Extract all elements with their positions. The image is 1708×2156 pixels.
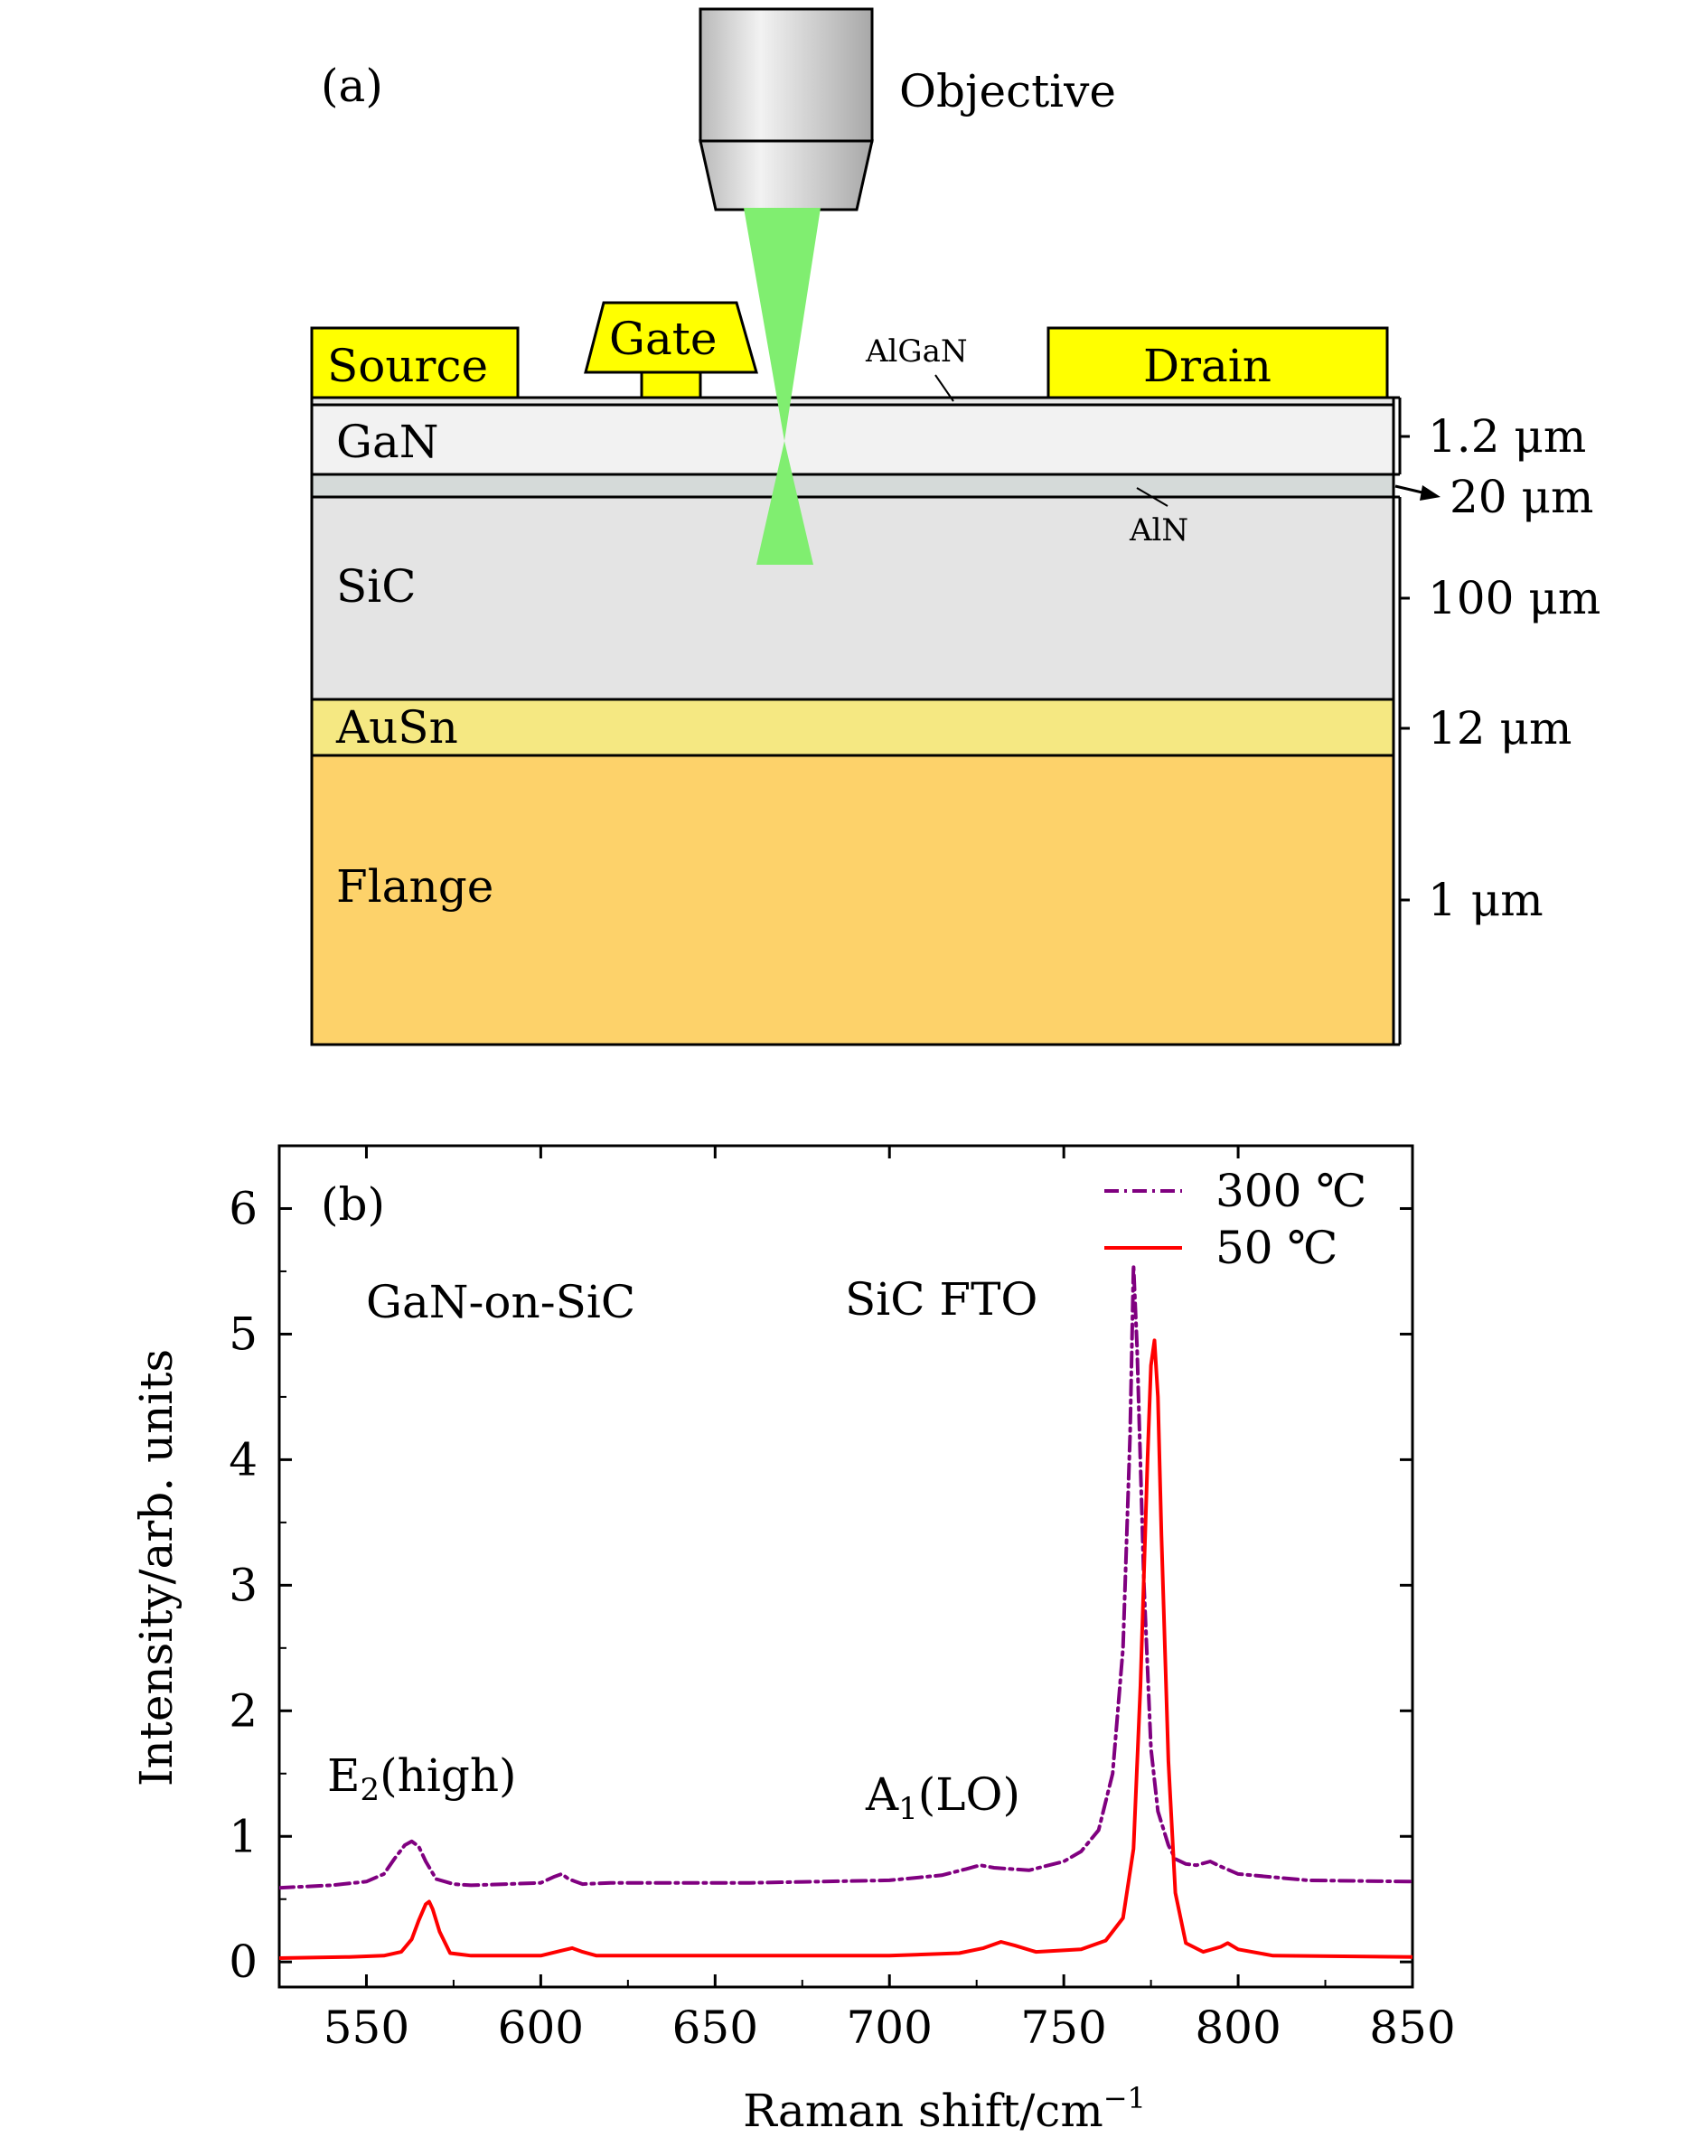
panel-a-label: (a) (321, 60, 383, 112)
flange-layer (310, 754, 1395, 1046)
x-tick-label: 700 (847, 2001, 933, 2054)
x-tick-label: 850 (1369, 2001, 1455, 2054)
y-tick-label: 3 (229, 1559, 258, 1611)
aln-label: AlN (1129, 512, 1188, 548)
drain-label: Drain (1143, 340, 1272, 392)
series-line-300c (279, 1263, 1412, 1890)
device-schematic: (a) Objective Source Gate (310, 7, 1600, 1046)
y-tick-label: 2 (229, 1684, 258, 1737)
panel-b-label: (b) (321, 1178, 385, 1231)
source-label: Source (327, 340, 488, 392)
algan-layer (310, 396, 1395, 407)
sample-annotation: GaN-on-SiC (366, 1276, 635, 1328)
sic-fto-annotation: SiC FTO (845, 1273, 1037, 1326)
x-tick-label: 800 (1195, 2001, 1281, 2054)
thickness-label-ausn: 12 μm (1428, 702, 1572, 755)
e2-high-annotation: E2(high) (327, 1749, 517, 1808)
aln-layer (310, 473, 1395, 499)
legend-label-300c: 300 ℃ (1215, 1165, 1366, 1217)
y-tick-label: 0 (229, 1936, 258, 1988)
legend-label-50c: 50 ℃ (1215, 1222, 1337, 1274)
a1-lo-annotation: A1(LO) (865, 1768, 1020, 1827)
drain-electrode (1046, 326, 1389, 399)
gate-electrode (584, 301, 758, 374)
plot-frame (277, 1144, 1414, 1989)
y-tick-label: 6 (229, 1182, 258, 1234)
thickness-label-aln: 20 μm (1450, 471, 1593, 523)
y-axis: 0 1 2 3 4 5 6 (229, 1182, 1412, 1988)
thickness-bracket (1394, 396, 1441, 1046)
sic-label: SiC (336, 560, 417, 613)
flange-label: Flange (336, 860, 493, 913)
gan-label: GaN (336, 416, 439, 468)
x-tick-label: 550 (324, 2001, 409, 2054)
y-axis-label: Intensity/arb. units (130, 1349, 183, 1786)
algan-label: AlGaN (865, 333, 968, 370)
source-electrode (310, 326, 520, 399)
objective-tip (699, 139, 874, 211)
ausn-label: AuSn (335, 701, 458, 754)
algan-pointer (934, 374, 954, 402)
gate-foot (640, 369, 702, 399)
raman-chart: 550 600 650 700 750 800 850 0 1 2 3 4 5 6 (b) GaN-on… (130, 1144, 1456, 2137)
series-layer (279, 1263, 1412, 1960)
x-axis: 550 600 650 700 750 800 850 (278, 1146, 1456, 2054)
objective-barrel (699, 7, 874, 143)
aln-pointer (1136, 487, 1168, 507)
sic-layer (310, 495, 1395, 701)
x-tick-label: 650 (672, 2001, 758, 2054)
thickness-label-sic: 100 μm (1428, 572, 1600, 624)
ausn-layer (310, 698, 1395, 757)
objective-label: Objective (899, 65, 1116, 117)
x-tick-label: 600 (498, 2001, 584, 2054)
thickness-label-flange: 1 μm (1428, 874, 1544, 926)
gate-label: Gate (609, 313, 717, 365)
objective-lens (699, 7, 874, 211)
y-tick-label: 4 (229, 1433, 258, 1486)
laser-beam (744, 208, 821, 565)
x-axis-label: Raman shift/cm−1 (743, 2081, 1146, 2137)
x-tick-label: 750 (1020, 2001, 1106, 2054)
gan-layer (310, 403, 1395, 476)
y-tick-label: 5 (229, 1308, 258, 1360)
y-tick-label: 1 (229, 1810, 258, 1862)
series-line-50c (279, 1338, 1412, 1960)
legend: 300 ℃ 50 ℃ (1104, 1165, 1366, 1274)
thickness-label-gan: 1.2 μm (1428, 410, 1586, 463)
